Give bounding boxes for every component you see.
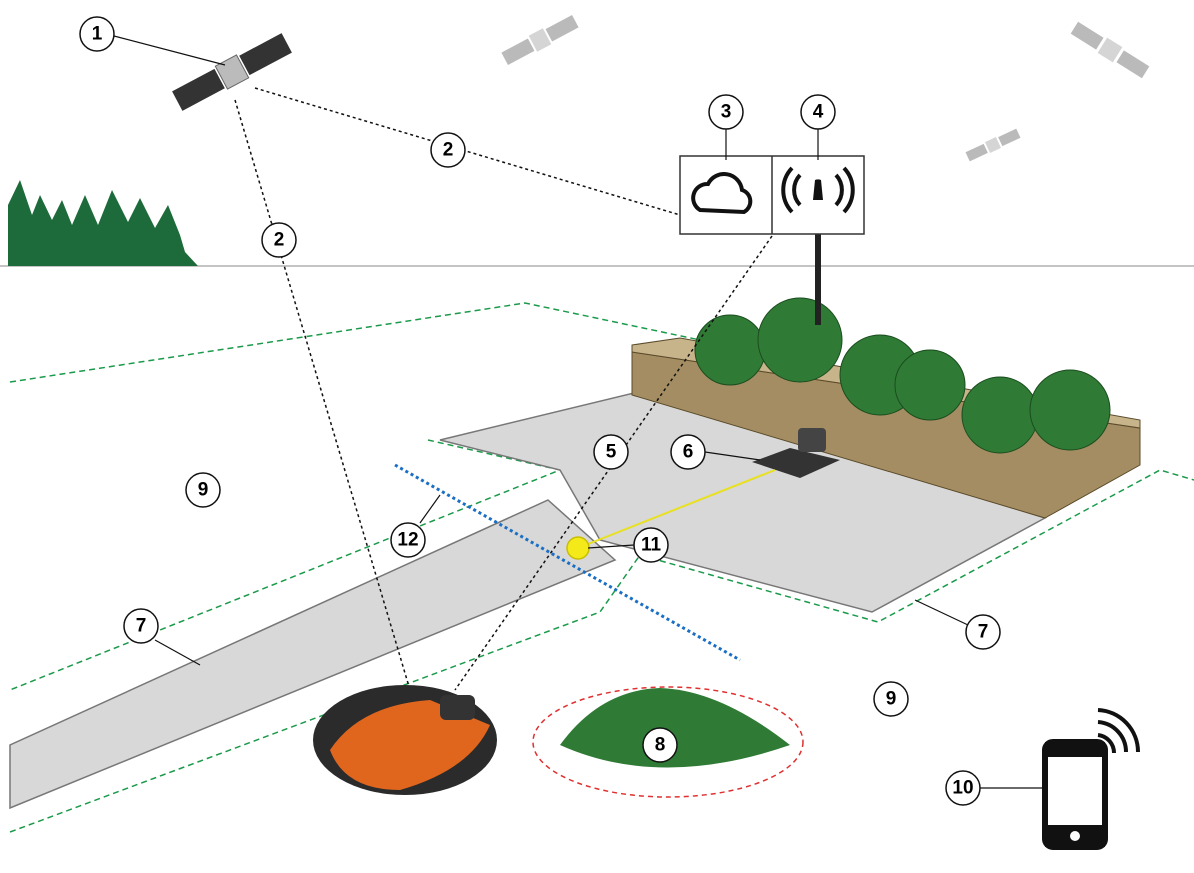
callout: 4	[801, 95, 835, 129]
callout: 1	[80, 17, 114, 51]
callout: 10	[946, 771, 980, 805]
phone	[1045, 710, 1138, 847]
callout-label: 4	[813, 102, 824, 123]
background	[0, 180, 1194, 266]
callout: 6	[671, 435, 705, 469]
callout: 7	[966, 615, 1000, 649]
callout: 12	[391, 523, 425, 557]
callout-label: 1	[92, 24, 103, 45]
callout: 3	[709, 95, 743, 129]
callout-label: 5	[606, 442, 617, 463]
callout-label: 8	[655, 735, 666, 756]
callout: 7	[124, 609, 158, 643]
callout-label: 11	[641, 535, 662, 556]
callout-label: 9	[886, 689, 897, 710]
antenna	[680, 156, 864, 325]
callout: 5	[594, 435, 628, 469]
callout-label: 3	[721, 102, 732, 123]
callout: 9	[186, 473, 220, 507]
callout: 8	[643, 728, 677, 762]
mower	[313, 685, 497, 795]
callout-label: 6	[683, 442, 694, 463]
callout-label: 9	[198, 480, 209, 501]
callout-label: 10	[952, 778, 973, 799]
callout-label: 2	[274, 230, 285, 251]
callout: 9	[874, 682, 908, 716]
satellites	[171, 13, 1150, 162]
callout: 2	[262, 223, 296, 257]
callout-label: 12	[397, 530, 418, 551]
diagram: 122345677899101112	[0, 0, 1194, 873]
callout: 11	[634, 528, 668, 562]
callout: 2	[431, 133, 465, 167]
callout-label: 2	[443, 140, 454, 161]
callout-label: 7	[978, 622, 989, 643]
callout-label: 7	[136, 616, 147, 637]
